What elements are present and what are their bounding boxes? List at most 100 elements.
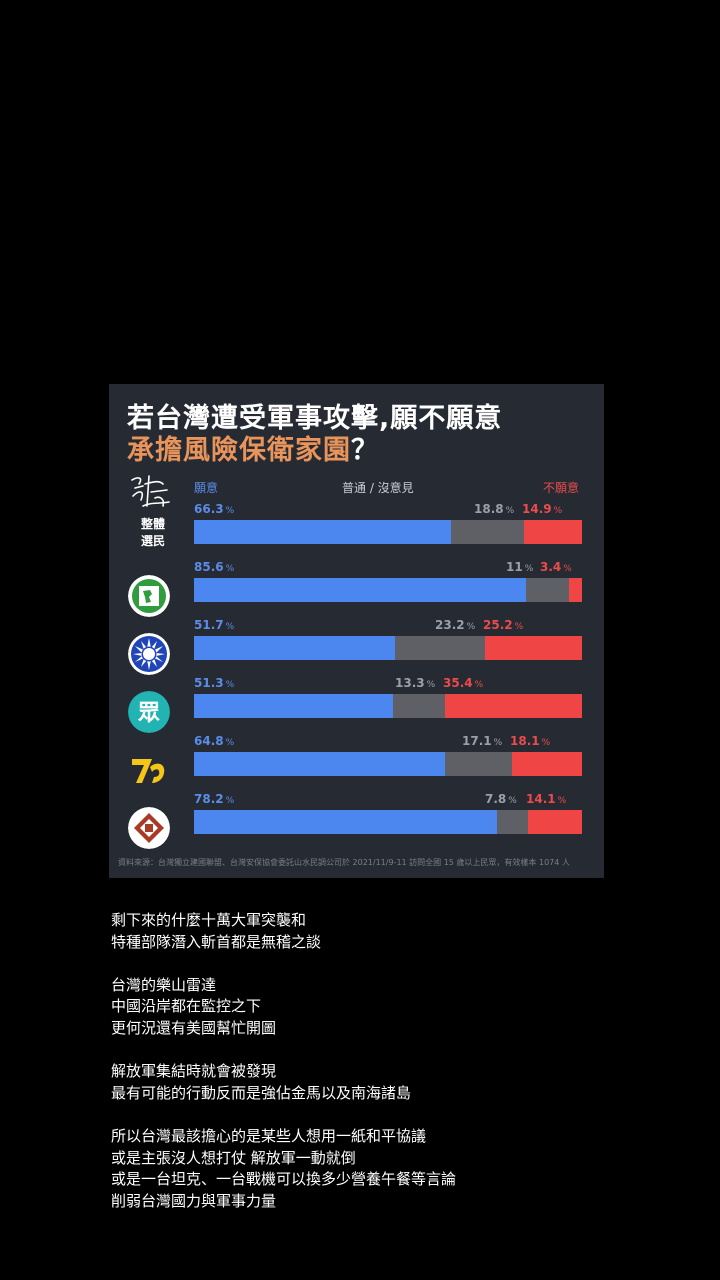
value-number: 64.8 <box>194 734 224 748</box>
value-unit: % <box>225 622 235 632</box>
text-line: 所以台灣最該擔心的是某些人想用一紙和平協議 <box>111 1126 427 1145</box>
value-unit: % <box>426 680 436 690</box>
bar-segment-yes <box>194 694 393 718</box>
value-unit: % <box>508 796 517 806</box>
value-unit: % <box>225 796 235 806</box>
value-label-neutral: 7.8% <box>485 792 517 806</box>
bar-segment-neutral <box>451 520 524 544</box>
bar-segment-yes <box>194 578 526 602</box>
group-label-line: 選民 <box>140 534 165 548</box>
stacked-bar <box>194 636 582 660</box>
value-number: 7.8 <box>485 792 507 806</box>
value-number: 18.1 <box>510 734 540 748</box>
value-label-yes: 66.3% <box>194 502 234 516</box>
value-label-yes: 51.7% <box>194 618 234 632</box>
value-number: 23.2 <box>435 618 465 632</box>
chart-source: 資料來源：台灣獨立建國聯盟、台灣安保協會委託山水民調公司於 2021/11/9-… <box>118 858 570 867</box>
bar-segment-yes <box>194 810 497 834</box>
value-unit: % <box>225 506 235 516</box>
value-unit: % <box>553 506 563 516</box>
bar-segment-no <box>524 520 582 544</box>
value-number: 14.9 <box>522 502 552 516</box>
value-label-yes: 51.3% <box>194 676 234 690</box>
value-number: 35.4 <box>443 676 473 690</box>
bar-segment-no <box>512 752 582 776</box>
post-body: 剩下來的什麼十萬大軍突襲和 特種部隊潛入斬首都是無稽之談 台灣的樂山雷達 中國沿… <box>111 910 611 1234</box>
bar-segment-neutral <box>497 810 528 834</box>
paragraph: 台灣的樂山雷達 中國沿岸都在監控之下 更何況還有美國幫忙開圖 <box>111 975 611 1040</box>
signature-icon <box>131 475 170 507</box>
value-label-neutral: 18.8% <box>474 502 514 516</box>
tsp-logo-icon <box>128 807 170 849</box>
svg-text:眾: 眾 <box>137 701 160 726</box>
stacked-bar <box>194 694 582 718</box>
kmt-sun-logo-icon <box>128 633 170 675</box>
value-unit: % <box>225 680 235 690</box>
text-line: 解放軍集結時就會被發現 <box>111 1062 277 1081</box>
value-label-no: 14.9% <box>522 502 562 516</box>
value-label-no: 3.4% <box>540 560 572 574</box>
value-label-neutral: 17.1% <box>462 734 502 748</box>
text-line: 或是主張沒人想打仗 解放軍一動就倒 <box>111 1148 356 1167</box>
value-number: 18.8 <box>474 502 504 516</box>
bar-segment-yes <box>194 752 445 776</box>
value-number: 66.3 <box>194 502 224 516</box>
value-label-yes: 85.6% <box>194 560 234 574</box>
bar-segment-no <box>528 810 582 834</box>
value-number: 3.4 <box>540 560 562 574</box>
value-number: 13.3 <box>395 676 425 690</box>
dpp-logo-icon <box>128 575 170 617</box>
value-label-yes: 78.2% <box>194 792 234 806</box>
value-number: 14.1 <box>526 792 556 806</box>
value-number: 51.3 <box>194 676 224 690</box>
text-line: 削弱台灣國力與軍事力量 <box>111 1191 277 1210</box>
value-unit: % <box>563 564 572 574</box>
chart-title: 若台灣遭受軍事攻擊,願不願意 <box>127 403 503 434</box>
chart-subtitle: 承擔風險保衛家園？ <box>127 428 379 467</box>
value-label-no: 25.2% <box>483 618 523 632</box>
value-unit: % <box>524 564 534 574</box>
text-line: 剩下來的什麼十萬大軍突襲和 <box>111 911 307 929</box>
chart-subtitle-mark: ？ <box>351 435 379 466</box>
bar-segment-no <box>445 694 582 718</box>
text-line: 或是一台坦克、一台戰機可以換多少營養午餐等言論 <box>111 1170 457 1189</box>
bar-segment-neutral <box>445 752 512 776</box>
value-unit: % <box>225 738 235 748</box>
value-unit: % <box>474 680 484 690</box>
value-unit: % <box>225 564 235 574</box>
header-yes-label: 願意 <box>194 481 219 495</box>
value-unit: % <box>557 796 567 806</box>
poll-chart-card: 若台灣遭受軍事攻擊,願不願意 承擔風險保衛家園？ 願意 普通 / 沒意見 不願意… <box>109 384 604 878</box>
stacked-bar <box>194 520 582 544</box>
bar-segment-yes <box>194 636 395 660</box>
stacked-bar <box>194 578 582 602</box>
value-unit: % <box>541 738 551 748</box>
value-number: 78.2 <box>194 792 224 806</box>
bar-segment-neutral <box>393 694 445 718</box>
npp-logo-icon <box>132 759 165 783</box>
bar-segment-neutral <box>395 636 485 660</box>
tpp-logo-icon: 眾 <box>128 691 170 733</box>
bar-segment-no <box>569 578 582 602</box>
value-label-yes: 64.8% <box>194 734 234 748</box>
header-neutral-label: 普通 / 沒意見 <box>342 481 414 495</box>
text-line: 更何況還有美國幫忙開圖 <box>111 1018 277 1037</box>
value-label-no: 35.4% <box>443 676 483 690</box>
value-label-no: 14.1% <box>526 792 566 806</box>
value-unit: % <box>493 738 503 748</box>
chart-subtitle-text: 承擔風險保衛家園 <box>127 435 351 466</box>
text-line: 特種部隊潛入斬首都是無稽之談 <box>111 932 322 951</box>
bar-segment-no <box>485 636 582 660</box>
value-unit: % <box>466 622 476 632</box>
text-line: 台灣的樂山雷達 <box>111 975 217 994</box>
value-label-no: 18.1% <box>510 734 550 748</box>
header-no-label: 不願意 <box>543 481 580 495</box>
paragraph: 剩下來的什麼十萬大軍突襲和 特種部隊潛入斬首都是無稽之談 <box>111 910 611 953</box>
text-line: 中國沿岸都在監控之下 <box>111 997 262 1016</box>
value-unit: % <box>505 506 515 516</box>
value-number: 17.1 <box>462 734 492 748</box>
group-label-line: 整體 <box>140 517 165 531</box>
value-unit: % <box>514 622 524 632</box>
value-label-neutral: 23.2% <box>435 618 475 632</box>
stacked-bar <box>194 810 582 834</box>
